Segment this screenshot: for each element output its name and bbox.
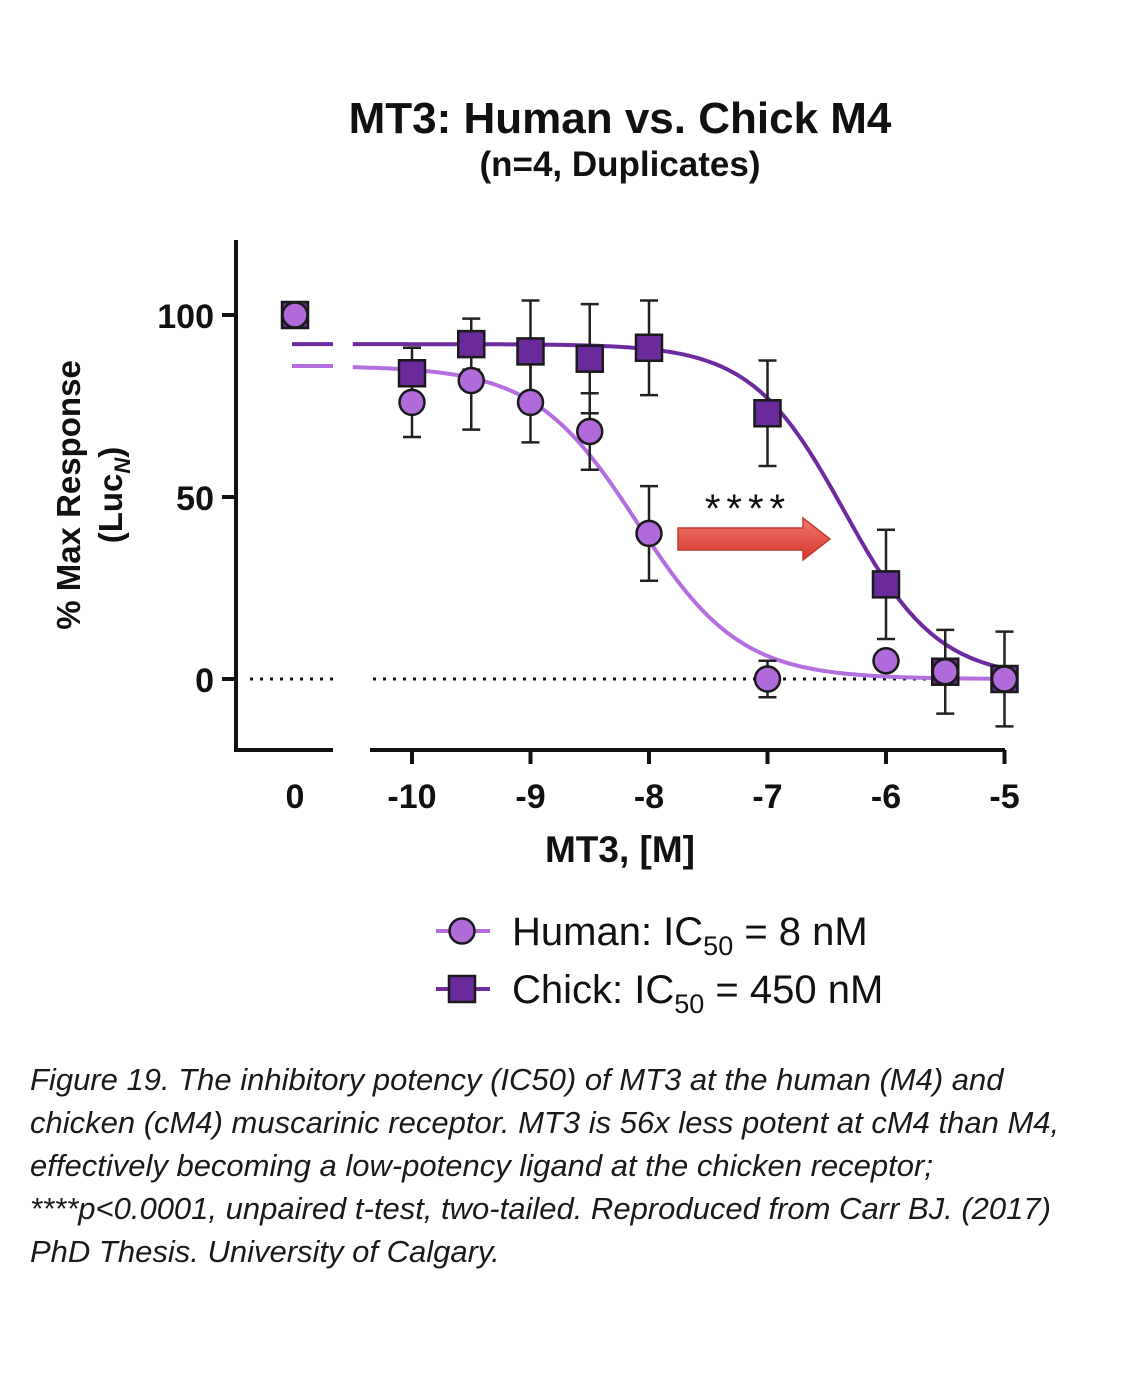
y-axis-label-sub: N — [110, 457, 135, 474]
chick-data-point — [457, 329, 486, 359]
figure-caption: Figure 19. The inhibitory potency (IC50)… — [30, 1062, 1060, 1269]
x-tick-label: -9 — [515, 778, 545, 816]
x-tick-label: 0 — [286, 778, 305, 816]
chick-fit-curve — [352, 342, 1003, 670]
y-tick-label: 0 — [195, 662, 214, 700]
human-legend-marker — [448, 917, 476, 945]
human-data-point — [635, 519, 663, 548]
significance-annotation: **** — [705, 487, 791, 531]
y-axis-label-line1: % Max Response — [50, 360, 87, 630]
y-tick-label: 100 — [157, 298, 214, 336]
chick-legend-marker — [447, 974, 477, 1004]
data-markers — [280, 300, 1019, 694]
chick-legend-label: Chick: IC50 = 450 nM — [512, 968, 883, 1019]
human-control-point — [281, 301, 309, 329]
x-tick-label: -7 — [752, 778, 782, 816]
human-data-point — [457, 366, 485, 395]
chick-data-point — [871, 570, 901, 599]
chick-data-point — [753, 399, 782, 428]
x-axis-ticks: 0 -10 -9 -8 -7 -6 -5 — [286, 750, 1020, 816]
human-data-point — [931, 657, 959, 686]
human-data-point — [398, 388, 426, 417]
human-data-point — [990, 665, 1019, 693]
y-axis-ticks: 0 50 100 — [157, 298, 236, 700]
chick-data-point — [397, 358, 427, 388]
x-tick-label: -10 — [387, 778, 436, 816]
chick-data-point — [575, 344, 604, 373]
shift-arrow — [677, 516, 832, 562]
y-tick-label: 50 — [176, 480, 214, 518]
human-fit-curve — [352, 365, 1003, 681]
x-axis-label: MT3, [M] — [545, 829, 695, 870]
chick-data-point — [516, 337, 545, 366]
chart-subtitle: (n=4, Duplicates) — [479, 145, 760, 184]
x-tick-label: -8 — [634, 778, 664, 816]
chart-title: MT3: Human vs. Chick M4 — [349, 94, 892, 143]
chick-data-point — [634, 333, 664, 363]
human-data-point — [872, 647, 900, 675]
legend: Human: IC50 = 8 nM Chick: IC50 = 450 nM — [436, 910, 883, 1019]
x-tick-label: -5 — [989, 778, 1019, 816]
y-axis-label-line2: (LucN) — [92, 447, 135, 544]
human-data-point — [576, 417, 604, 446]
human-data-point — [753, 665, 782, 693]
x-tick-label: -6 — [871, 778, 901, 816]
y-axis-label-end: ) — [92, 447, 129, 458]
human-data-point — [516, 388, 545, 417]
y-axis-label-base: (Luc — [92, 474, 129, 544]
human-legend-label: Human: IC50 = 8 nM — [512, 910, 868, 961]
